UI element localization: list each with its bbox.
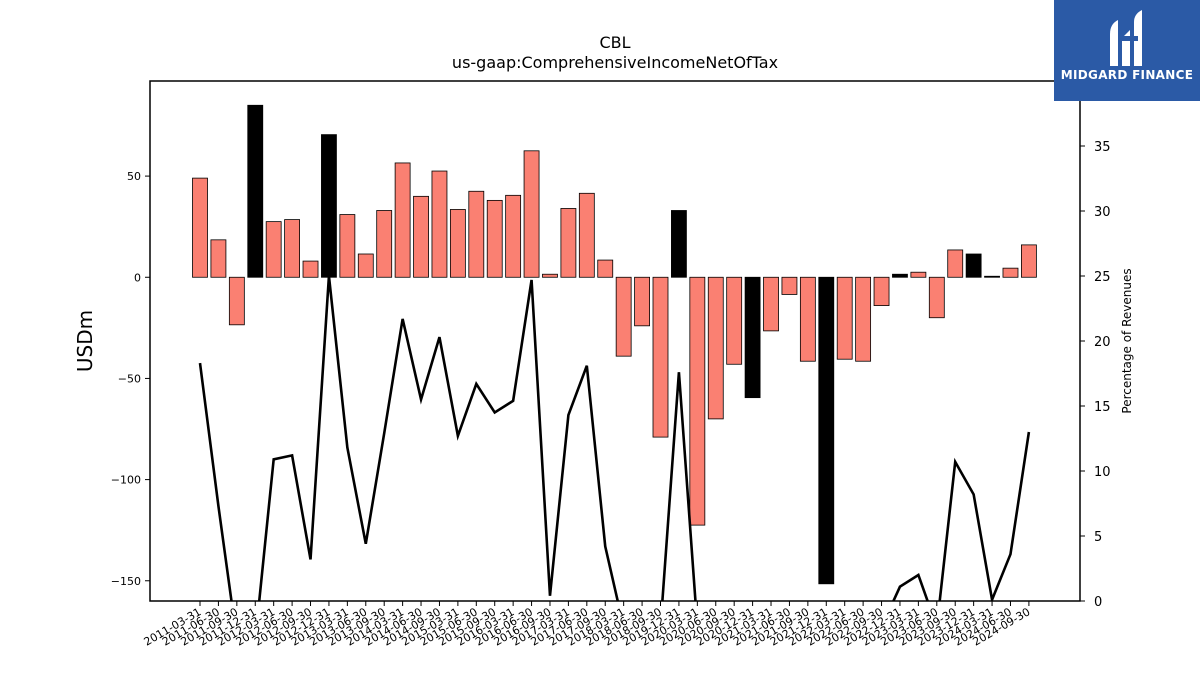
bar-2012-06-30 [284, 219, 301, 278]
y-tick-label: −100 [111, 474, 141, 487]
bar-2014-03-31 [394, 162, 411, 278]
y-axis-label: USDm [73, 310, 97, 372]
bar-2011-06-30 [210, 239, 227, 278]
y-right-tick-label: 15 [1094, 400, 1111, 415]
bar-2024-03-31 [984, 275, 1000, 278]
y-axis-right-label: Percentage of Revenues [1120, 268, 1134, 413]
y-tick-label: −150 [111, 575, 141, 588]
bar-2021-09-30 [799, 276, 816, 362]
chart-title: CBL [599, 33, 630, 52]
bar-2013-06-30 [357, 253, 374, 278]
brand-logo: MIDGARD FINANCE [1054, 0, 1200, 101]
y-tick-label: 0 [134, 271, 141, 284]
bar-2014-09-30 [431, 170, 448, 278]
bar-2014-06-30 [413, 195, 429, 278]
bar-2021-03-31 [763, 276, 779, 332]
y-right-tick-label: 20 [1094, 335, 1111, 350]
bar-2020-09-30 [726, 276, 743, 365]
bar-2011-09-30 [228, 276, 245, 326]
bar-2024-09-30 [1021, 244, 1037, 278]
bar-2021-06-30 [781, 276, 798, 295]
y-right-tick-label: 25 [1094, 270, 1111, 285]
percentage-line [198, 275, 1031, 601]
bar-2023-12-31 [965, 253, 982, 278]
bar-2023-03-31 [910, 271, 927, 278]
bar-2023-09-30 [947, 249, 964, 278]
bar-2024-06-30 [1002, 267, 1019, 278]
axes-layer: −150−100−50050051015202530352011-03-3120… [111, 80, 1111, 649]
bar-2021-12-31 [818, 276, 835, 585]
bar-2012-12-31 [321, 134, 337, 278]
chart-subtitle: us-gaap:ComprehensiveIncomeNetOfTax [452, 53, 778, 72]
bar-2016-06-30 [523, 150, 540, 278]
brand-name: MIDGARD FINANCE [1060, 68, 1194, 82]
bar-2011-03-31 [192, 177, 208, 278]
bar-2018-03-31 [615, 276, 632, 357]
bar-2023-06-30 [928, 276, 945, 319]
bar-2016-03-31 [505, 194, 522, 278]
bars-layer [192, 104, 1037, 585]
bar-2013-09-30 [376, 210, 393, 278]
y-right-tick-label: 0 [1094, 595, 1102, 610]
bar-2015-09-30 [486, 199, 503, 278]
bar-2012-09-30 [302, 260, 319, 278]
bar-2017-03-31 [560, 208, 577, 278]
bar-2022-09-30 [873, 276, 890, 306]
bar-2020-03-31 [689, 276, 706, 526]
bar-2017-09-30 [597, 259, 614, 278]
bar-2022-12-31 [892, 273, 908, 278]
bar-2019-12-31 [671, 210, 687, 278]
bar-2020-06-30 [707, 276, 724, 420]
bar-2012-03-31 [265, 221, 282, 278]
bar-2015-06-30 [468, 190, 485, 278]
y-right-tick-label: 35 [1094, 140, 1111, 155]
bar-2018-06-30 [634, 276, 650, 327]
y-right-tick-label: 30 [1094, 205, 1111, 220]
y-tick-label: 50 [127, 170, 141, 183]
bar-2022-06-30 [855, 276, 872, 362]
line-layer [198, 275, 1031, 601]
bar-2011-12-31 [247, 104, 264, 278]
plot-frame [149, 80, 1081, 602]
bar-2016-09-30 [542, 273, 558, 278]
y-tick-label: −50 [118, 372, 141, 385]
bar-2013-03-31 [339, 214, 356, 278]
y-right-tick-label: 10 [1094, 465, 1111, 480]
bar-2022-03-31 [836, 276, 853, 360]
logo-mark-icon [1110, 10, 1142, 66]
bar-2017-06-30 [578, 192, 595, 278]
y-right-tick-label: 5 [1094, 530, 1102, 545]
bar-2020-12-31 [744, 276, 761, 399]
bar-2015-03-31 [449, 209, 466, 278]
bar-2018-09-30 [652, 276, 669, 438]
